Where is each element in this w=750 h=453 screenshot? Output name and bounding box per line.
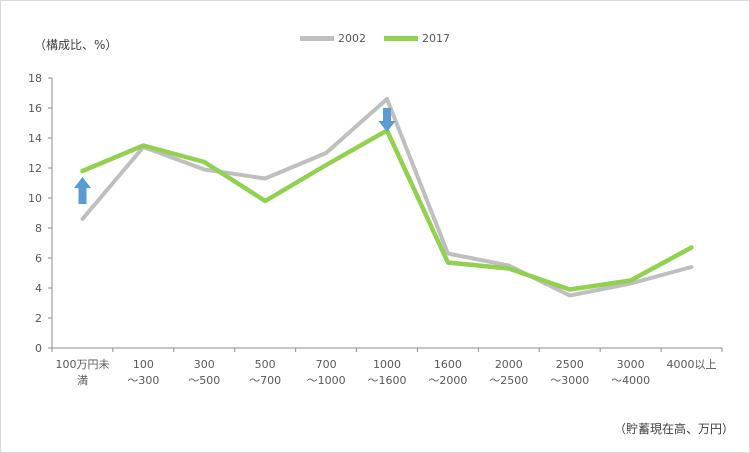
y-tick-label: 12 [28, 162, 42, 175]
arrow-down-icon [378, 108, 396, 132]
y-tick-label: 18 [28, 72, 42, 85]
y-tick-label: 6 [35, 252, 42, 265]
x-tick-label: 700 ～1000 [307, 358, 346, 387]
x-tick-label: 2000 ～2500 [489, 358, 528, 387]
legend-label-2017: 2017 [422, 32, 450, 45]
y-tick-label: 0 [35, 342, 42, 355]
legend-swatch-2002 [300, 36, 334, 41]
series-line-2017 [80, 128, 694, 292]
x-tick-label: 1600 ～2000 [428, 358, 467, 387]
legend-label-2002: 2002 [338, 32, 366, 45]
y-tick-label: 14 [28, 132, 42, 145]
y-tick-label: 4 [35, 282, 42, 295]
arrow-up-icon [74, 177, 91, 204]
legend: 2002 2017 [300, 32, 450, 45]
x-tick-label: 3000 ～4000 [611, 358, 650, 387]
y-axis-unit-label: （構成比、%） [34, 38, 118, 52]
x-tick-label: 4000以上 [667, 358, 717, 371]
x-tick-label: 1000 ～1600 [368, 358, 407, 387]
x-tick-label: 300 ～500 [188, 358, 220, 387]
x-tick-label: 100万円未満 [55, 358, 109, 387]
y-tick-label: 16 [28, 102, 42, 115]
legend-swatch-2017 [384, 36, 418, 41]
series-line-2002 [80, 97, 694, 298]
x-tick-label: 500 ～700 [249, 358, 281, 387]
y-tick-label: 8 [35, 222, 42, 235]
legend-item-2017: 2017 [384, 32, 450, 45]
legend-item-2002: 2002 [300, 32, 366, 45]
x-tick-label: 100 ～300 [127, 358, 159, 387]
x-tick-label: 2500 ～3000 [550, 358, 589, 387]
y-tick-label: 10 [28, 192, 42, 205]
x-axis-unit-label: （貯蓄現在高、万円） [613, 422, 734, 436]
y-tick-label: 2 [35, 312, 42, 325]
